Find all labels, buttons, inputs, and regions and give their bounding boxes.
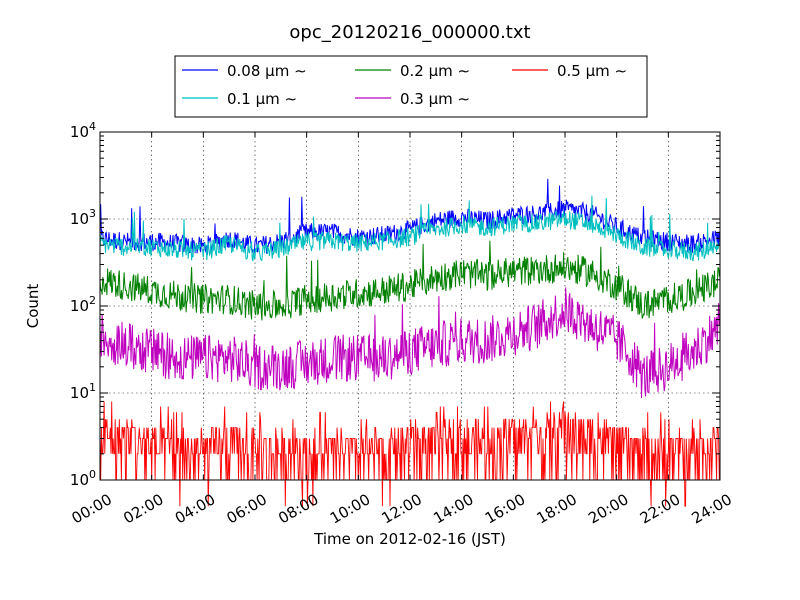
legend-label: 0.5 μm ∼ (557, 62, 627, 80)
series-line (99, 287, 721, 399)
y-tick-label: 103 (70, 207, 96, 228)
x-tick-label: 14:00 (430, 490, 476, 527)
legend-label: 0.2 μm ∼ (400, 62, 470, 80)
x-tick-label: 02:00 (120, 490, 166, 527)
x-tick-label: 10:00 (327, 490, 373, 527)
x-tick-label: 24:00 (689, 490, 735, 527)
y-tick-label: 102 (70, 294, 96, 315)
legend: 0.08 μm ∼ 0.1 μm ∼ 0.2 μm ∼ 0.3 μm ∼ 0.5 μm … (174, 55, 648, 118)
legend-box (174, 55, 648, 118)
x-tick-label: 22:00 (637, 490, 683, 527)
y-tick-label: 101 (70, 381, 96, 402)
x-axis-label: Time on 2012-02-16 (JST) (313, 530, 506, 548)
y-tick-label: 100 (70, 468, 96, 489)
series-lines (99, 178, 721, 507)
x-tick-label: 08:00 (275, 490, 321, 527)
x-tick-label: 12:00 (379, 490, 425, 527)
y-axis-label: Count (24, 284, 42, 329)
x-tick-label: 16:00 (482, 490, 528, 527)
x-tick-label: 18:00 (534, 490, 580, 527)
legend-label: 0.1 μm ∼ (227, 90, 297, 108)
x-tick-label: 00:00 (69, 490, 115, 527)
series-line (99, 401, 721, 507)
series-line (99, 178, 721, 255)
x-tick-label: 04:00 (172, 490, 218, 527)
x-tick-label: 20:00 (585, 490, 631, 527)
series-line (99, 195, 721, 262)
legend-label: 0.08 μm ∼ (227, 62, 307, 80)
series-line (99, 240, 721, 321)
x-tick-label: 06:00 (224, 490, 270, 527)
y-tick-label: 104 (70, 120, 96, 141)
chart-title: opc_20120216_000000.txt (289, 22, 530, 43)
legend-label: 0.3 μm ∼ (400, 90, 470, 108)
